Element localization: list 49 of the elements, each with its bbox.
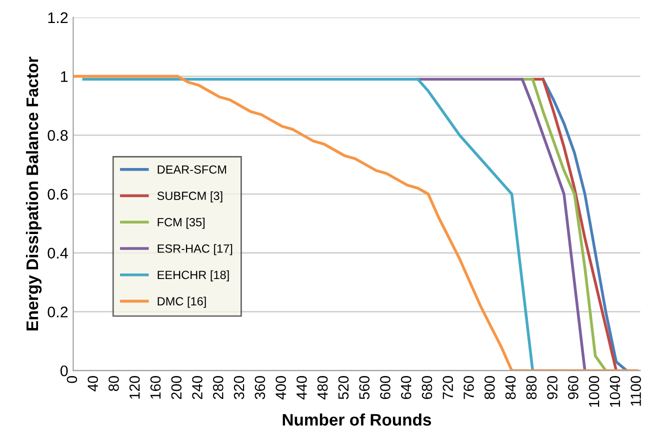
x-tick-label: 120: [129, 376, 140, 399]
y-axis-title: Energy Dissipation Balance Factor: [26, 56, 42, 330]
line-series: [542, 78, 628, 371]
x-tick-label: 640: [400, 376, 412, 400]
y-tick-label: 0.6: [48, 188, 68, 200]
legend-label: SUBFCM [3]: [157, 191, 222, 202]
x-tick-label: 720: [442, 376, 454, 400]
x-tick-label: 600: [380, 376, 390, 400]
legend-label: FCM [35]: [158, 218, 205, 229]
legend-label: ESR-HAC [17]: [158, 244, 232, 256]
x-tick-label: 400: [276, 376, 286, 400]
x-tick-label: 880: [526, 376, 537, 400]
line-series: [73, 74, 638, 371]
x-tick-label: 200: [171, 376, 182, 400]
x-tick-label: 560: [359, 376, 370, 400]
line-series: [416, 78, 586, 371]
x-axis-title: Number of Rounds: [282, 413, 432, 426]
legend-label: EEHCHR [18]: [158, 270, 229, 282]
x-tick-label: 840: [505, 376, 516, 400]
y-tick-label: 0.8: [48, 130, 68, 141]
x-tick-label: 680: [422, 376, 432, 400]
x-tick-label: 320: [234, 376, 244, 400]
x-tick-label: 1040: [610, 376, 620, 407]
x-tick-label: 960: [568, 376, 578, 400]
x-tick-label: 520: [338, 376, 349, 400]
x-tick-label: 760: [464, 376, 474, 400]
line-series: [520, 78, 608, 371]
x-tick-label: 160: [150, 376, 161, 399]
legend-label: DMC [16]: [158, 296, 206, 308]
x-tick-label: 1100: [630, 376, 642, 406]
x-tick-label: 800: [484, 376, 495, 400]
x-tick-label: 440: [296, 376, 307, 400]
x-tick-label: 1000: [588, 376, 600, 407]
x-tick-label: 480: [317, 376, 328, 400]
x-tick-label: 240: [192, 376, 202, 400]
line-series: [82, 78, 534, 371]
x-tick-label: 40: [88, 376, 98, 392]
line-series: [531, 78, 618, 371]
legend-label: DEAR-SFCM: [158, 165, 226, 174]
x-tick-label: 80: [108, 376, 119, 392]
x-tick-label: 280: [213, 376, 224, 400]
x-tick-label: 360: [254, 376, 266, 400]
y-tick-label: 1.2: [48, 12, 68, 23]
y-tick-label: 0.2: [48, 306, 68, 318]
y-tick-label: 1: [61, 71, 68, 82]
y-tick-label: 0.4: [48, 248, 68, 259]
y-tick-label: 0: [60, 365, 68, 376]
x-tick-label: 920: [547, 376, 558, 400]
x-tick-label: 0: [66, 376, 78, 383]
